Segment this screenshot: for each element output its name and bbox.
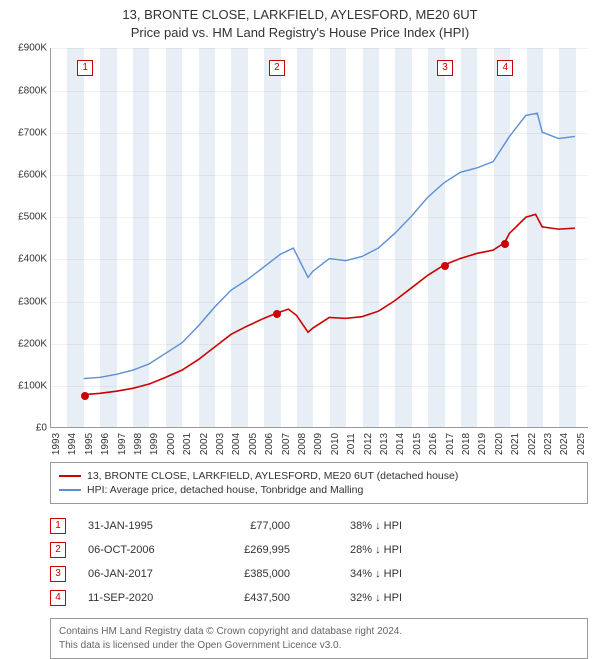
sales-row-date: 11-SEP-2020 <box>88 592 188 604</box>
gridline <box>51 48 588 49</box>
xtick: 2000 <box>166 433 177 455</box>
legend-swatch <box>59 475 81 477</box>
legend: 13, BRONTE CLOSE, LARKFIELD, AYLESFORD, … <box>50 462 588 504</box>
ytick: £500K <box>3 212 47 223</box>
xtick: 1993 <box>51 433 62 455</box>
sale-marker-1: 1 <box>77 60 93 76</box>
ytick: £200K <box>3 338 47 349</box>
sales-row: 1 31-JAN-1995 £77,000 38% ↓ HPI <box>50 514 588 538</box>
sales-row-price: £385,000 <box>210 568 290 580</box>
title-subtitle: Price paid vs. HM Land Registry's House … <box>0 24 600 42</box>
sales-row-diff: 34% ↓ HPI <box>312 568 402 580</box>
xtick: 2021 <box>510 433 521 455</box>
xtick: 2018 <box>461 433 472 455</box>
sales-row-diff: 38% ↓ HPI <box>312 520 402 532</box>
gridline <box>51 91 588 92</box>
sale-dot-3 <box>441 262 449 270</box>
sale-dot-2 <box>273 310 281 318</box>
footer-line1: Contains HM Land Registry data © Crown c… <box>59 625 579 639</box>
xtick: 2013 <box>379 433 390 455</box>
sale-marker-3: 3 <box>437 60 453 76</box>
legend-row: HPI: Average price, detached house, Tonb… <box>59 483 579 497</box>
gridline <box>51 175 588 176</box>
xtick: 2015 <box>412 433 423 455</box>
title-address: 13, BRONTE CLOSE, LARKFIELD, AYLESFORD, … <box>0 6 600 24</box>
legend-swatch <box>59 489 81 491</box>
sales-row-date: 06-JAN-2017 <box>88 568 188 580</box>
xtick: 1995 <box>84 433 95 455</box>
ytick: £100K <box>3 381 47 392</box>
chart-lines <box>51 48 588 427</box>
sales-row-price: £77,000 <box>210 520 290 532</box>
xtick: 2005 <box>248 433 259 455</box>
xtick: 1997 <box>117 433 128 455</box>
xtick: 1994 <box>67 433 78 455</box>
legend-label: HPI: Average price, detached house, Tonb… <box>87 484 363 496</box>
xtick: 2014 <box>395 433 406 455</box>
xtick: 2009 <box>313 433 324 455</box>
ytick: £900K <box>3 43 47 54</box>
ytick: £700K <box>3 127 47 138</box>
sales-row-marker: 3 <box>50 566 66 582</box>
xtick: 2020 <box>494 433 505 455</box>
sales-row-diff: 28% ↓ HPI <box>312 544 402 556</box>
xtick: 2008 <box>297 433 308 455</box>
series-hpi <box>84 114 575 379</box>
sales-row-price: £437,500 <box>210 592 290 604</box>
xtick: 2024 <box>559 433 570 455</box>
gridline <box>51 133 588 134</box>
price-chart: 1993199419951996199719981999200020012002… <box>50 48 588 428</box>
sales-table: 1 31-JAN-1995 £77,000 38% ↓ HPI 2 06-OCT-2006… <box>50 514 588 610</box>
xtick: 2007 <box>281 433 292 455</box>
gridline <box>51 217 588 218</box>
xtick: 2017 <box>445 433 456 455</box>
ytick: £400K <box>3 254 47 265</box>
xtick: 2004 <box>231 433 242 455</box>
xtick: 2002 <box>199 433 210 455</box>
ytick: £0 <box>3 423 47 434</box>
sales-row-date: 06-OCT-2006 <box>88 544 188 556</box>
xtick: 2019 <box>477 433 488 455</box>
xtick: 2023 <box>543 433 554 455</box>
xtick: 1999 <box>149 433 160 455</box>
xtick: 2001 <box>182 433 193 455</box>
gridline <box>51 302 588 303</box>
xtick: 1998 <box>133 433 144 455</box>
xtick: 2012 <box>363 433 374 455</box>
sales-row-marker: 4 <box>50 590 66 606</box>
footer-attribution: Contains HM Land Registry data © Crown c… <box>50 618 588 659</box>
footer-line2: This data is licensed under the Open Gov… <box>59 639 579 653</box>
sale-dot-4 <box>501 240 509 248</box>
sales-row: 4 11-SEP-2020 £437,500 32% ↓ HPI <box>50 586 588 610</box>
sales-row: 2 06-OCT-2006 £269,995 28% ↓ HPI <box>50 538 588 562</box>
sale-marker-4: 4 <box>497 60 513 76</box>
ytick: £600K <box>3 170 47 181</box>
sales-row-marker: 1 <box>50 518 66 534</box>
ytick: £800K <box>3 85 47 96</box>
xtick: 2016 <box>428 433 439 455</box>
sales-row-price: £269,995 <box>210 544 290 556</box>
title-block: 13, BRONTE CLOSE, LARKFIELD, AYLESFORD, … <box>0 0 600 42</box>
legend-row: 13, BRONTE CLOSE, LARKFIELD, AYLESFORD, … <box>59 469 579 483</box>
xtick: 2025 <box>576 433 587 455</box>
sales-row: 3 06-JAN-2017 £385,000 34% ↓ HPI <box>50 562 588 586</box>
xtick: 2022 <box>527 433 538 455</box>
xtick: 1996 <box>100 433 111 455</box>
sales-row-marker: 2 <box>50 542 66 558</box>
sales-row-date: 31-JAN-1995 <box>88 520 188 532</box>
sale-dot-1 <box>81 392 89 400</box>
sales-row-diff: 32% ↓ HPI <box>312 592 402 604</box>
xtick: 2011 <box>346 434 357 456</box>
legend-label: 13, BRONTE CLOSE, LARKFIELD, AYLESFORD, … <box>87 470 458 482</box>
gridline <box>51 259 588 260</box>
xtick: 2006 <box>264 433 275 455</box>
ytick: £300K <box>3 296 47 307</box>
sale-marker-2: 2 <box>269 60 285 76</box>
gridline <box>51 386 588 387</box>
xtick: 2003 <box>215 433 226 455</box>
xtick: 2010 <box>330 433 341 455</box>
gridline <box>51 344 588 345</box>
